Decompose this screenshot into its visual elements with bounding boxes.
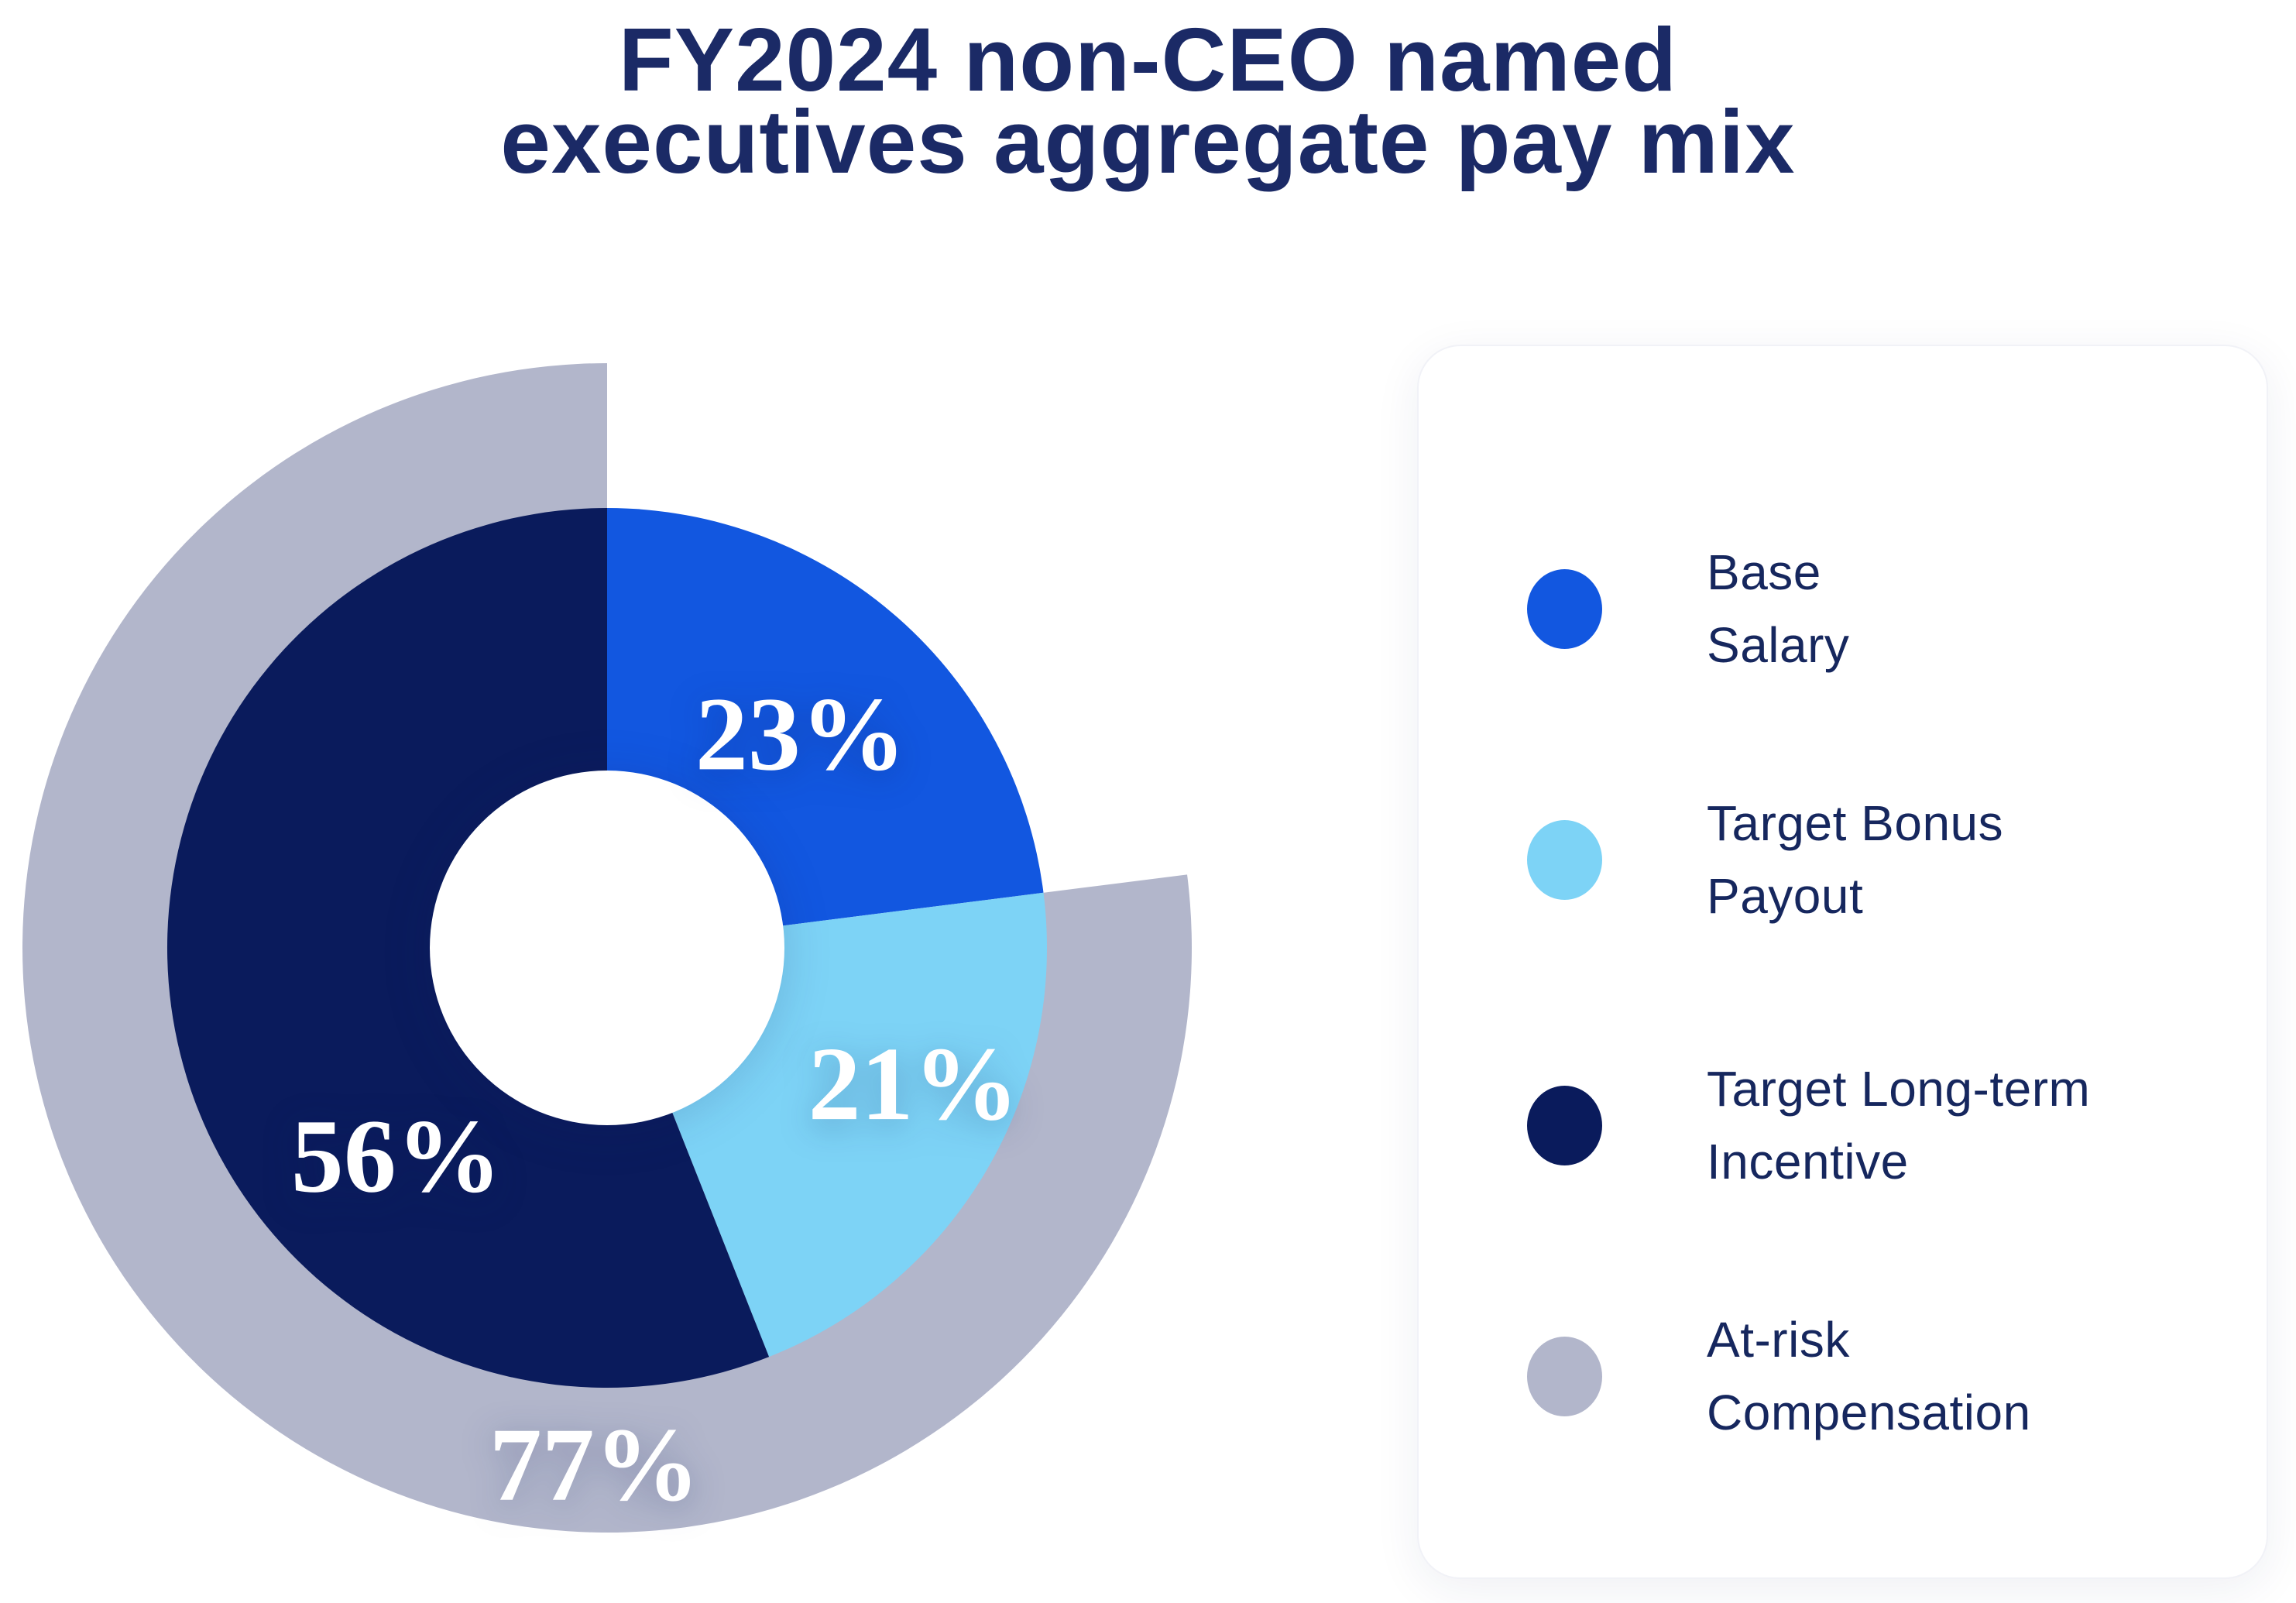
donut-chart: 23% 21% 56% 77%: [22, 363, 1193, 1533]
legend-dot-target-long-term-incentive: [1527, 1085, 1602, 1165]
legend-label-line: Target Bonus: [1707, 795, 2004, 851]
chart-title-line-2: executives aggregate pay mix: [500, 91, 1796, 192]
legend-label-line: Payout: [1707, 868, 1864, 924]
legend-label-line: At-risk: [1707, 1312, 1850, 1368]
legend-label-at-risk-compensation: At-risk Compensation: [1707, 1303, 2031, 1449]
legend-label-target-bonus-payout: Target Bonus Payout: [1707, 787, 2003, 932]
legend-item-target-bonus-payout: Target Bonus Payout: [1419, 787, 2267, 932]
donut-hole: [430, 771, 784, 1125]
legend-item-base-salary: Base Salary: [1419, 536, 2267, 681]
legend-item-target-long-term-incentive: Target Long-term Incentive: [1419, 1052, 2267, 1198]
data-label-target-long-term-incentive: 56%: [291, 1098, 502, 1214]
legend-label-line: Base: [1707, 544, 1821, 600]
legend-dot-target-bonus-payout: [1527, 819, 1602, 900]
legend-card: Base Salary Target Bonus Payout Target L…: [1417, 345, 2268, 1579]
legend-dot-base-salary: [1527, 568, 1602, 649]
legend-label-line: Target Long-term: [1707, 1061, 2091, 1117]
legend-label-base-salary: Base Salary: [1707, 536, 1849, 681]
legend-label-line: Incentive: [1707, 1134, 1909, 1189]
chart-title-line-1: FY2024 non-CEO named: [618, 9, 1678, 110]
data-label-target-bonus-payout: 21%: [808, 1026, 1019, 1142]
legend-label-line: Salary: [1707, 617, 1850, 673]
chart-title: FY2024 non-CEO named executives aggregat…: [0, 9, 2296, 192]
data-label-at-risk-compensation: 77%: [489, 1407, 700, 1523]
legend-item-at-risk-compensation: At-risk Compensation: [1419, 1303, 2267, 1449]
legend-dot-at-risk-compensation: [1527, 1336, 1602, 1416]
legend-label-line: Compensation: [1707, 1385, 2031, 1440]
legend-label-target-long-term-incentive: Target Long-term Incentive: [1707, 1052, 2090, 1198]
data-label-base-salary: 23%: [695, 676, 906, 792]
